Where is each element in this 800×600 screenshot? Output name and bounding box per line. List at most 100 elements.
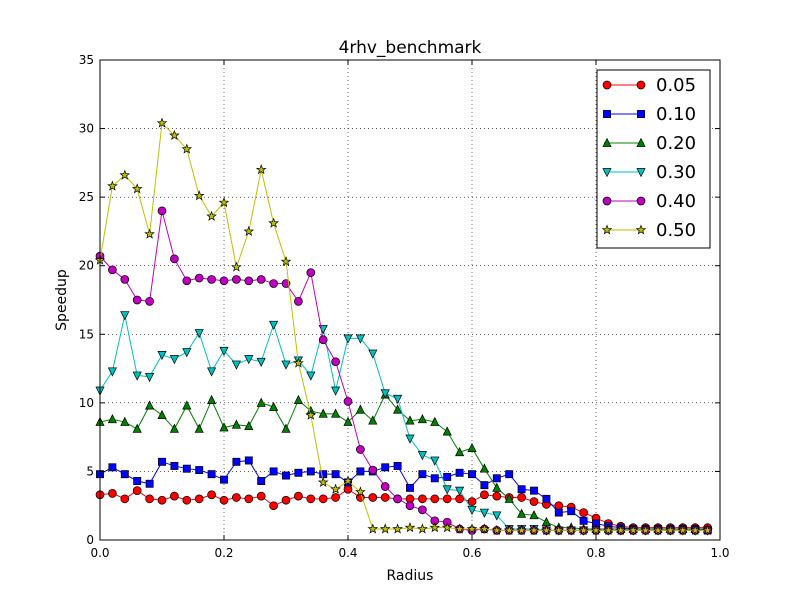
- data-point: [343, 334, 353, 344]
- legend: 0.05 0.10 0.20 0.30 0.40 0.50: [596, 69, 711, 249]
- y-tick-label: 0: [86, 533, 94, 547]
- data-point: [492, 491, 502, 501]
- data-point: [145, 479, 154, 488]
- data-point: [480, 481, 489, 490]
- data-point: [442, 485, 452, 495]
- legend-marker: [602, 168, 612, 178]
- data-point: [529, 510, 539, 520]
- data-point: [579, 516, 588, 525]
- data-point: [417, 451, 427, 461]
- x-tick-label: 0.6: [462, 546, 481, 560]
- data-point: [132, 486, 142, 495]
- data-point: [528, 524, 540, 535]
- series-0.50: [94, 117, 713, 535]
- data-point: [517, 485, 526, 494]
- data-point: [356, 445, 365, 454]
- data-point: [578, 524, 589, 535]
- series-0.10: [96, 456, 712, 535]
- data-point: [218, 197, 230, 208]
- data-point: [355, 486, 366, 497]
- data-point: [529, 497, 539, 506]
- x-tick-label: 0.4: [338, 546, 357, 560]
- data-point: [430, 416, 440, 426]
- data-point: [455, 486, 465, 496]
- chart-title: 4rhv_benchmark: [339, 38, 482, 58]
- data-point: [107, 367, 117, 377]
- data-point: [133, 477, 142, 485]
- data-point: [368, 465, 378, 475]
- data-point: [169, 129, 180, 140]
- data-point: [331, 493, 340, 502]
- data-point: [120, 470, 129, 479]
- legend-marker: [601, 224, 613, 235]
- y-tick-label: 5: [86, 464, 94, 478]
- data-point: [293, 357, 304, 368]
- data-point: [517, 508, 527, 518]
- legend-label: 0.50: [656, 220, 696, 241]
- legend-label: 0.40: [656, 191, 696, 212]
- data-point: [195, 466, 204, 475]
- data-point: [294, 468, 303, 477]
- data-point: [405, 501, 415, 511]
- data-point: [554, 508, 563, 517]
- data-point: [145, 372, 155, 383]
- data-point: [331, 386, 341, 396]
- series-layer: [94, 117, 713, 536]
- data-point: [244, 355, 254, 365]
- data-point: [479, 463, 489, 473]
- data-point: [393, 461, 402, 470]
- data-point: [207, 394, 217, 404]
- x-axis-title: Radius: [387, 568, 434, 584]
- data-point: [467, 505, 477, 516]
- data-point: [318, 494, 328, 504]
- data-point: [468, 470, 476, 479]
- data-point: [417, 414, 427, 424]
- data-point: [107, 414, 117, 424]
- data-point: [530, 486, 538, 495]
- data-point: [193, 190, 205, 201]
- data-point: [392, 523, 403, 534]
- data-point: [243, 225, 255, 236]
- legend-box: [596, 69, 711, 249]
- legend-entry: 0.10: [603, 104, 696, 125]
- data-point: [182, 495, 192, 505]
- data-point: [119, 169, 131, 180]
- data-point: [120, 416, 130, 426]
- data-point: [479, 508, 489, 518]
- data-point: [281, 495, 291, 505]
- data-point: [590, 524, 602, 535]
- x-tick-label: 0.0: [90, 546, 109, 560]
- data-point: [454, 523, 465, 534]
- data-point: [368, 349, 378, 359]
- data-point: [492, 511, 502, 521]
- data-point: [541, 524, 552, 535]
- data-point: [132, 423, 142, 433]
- data-point: [256, 397, 266, 407]
- data-point: [368, 415, 378, 425]
- x-tick-label: 0.2: [214, 546, 233, 560]
- data-point: [405, 434, 415, 444]
- data-point: [131, 183, 143, 194]
- data-point: [244, 420, 254, 431]
- data-point: [318, 408, 328, 418]
- data-point: [380, 493, 390, 502]
- data-point: [443, 472, 452, 481]
- data-point: [194, 273, 204, 283]
- data-point: [132, 371, 142, 381]
- data-point: [405, 415, 415, 425]
- data-point: [504, 493, 514, 503]
- data-point: [677, 524, 689, 535]
- data-point: [331, 470, 340, 479]
- y-tick-label: 20: [79, 259, 94, 273]
- y-tick-label: 30: [79, 122, 94, 136]
- data-point: [107, 180, 118, 191]
- legend-label: 0.10: [656, 104, 696, 125]
- data-point: [120, 275, 130, 284]
- data-point: [156, 117, 168, 128]
- data-point: [244, 456, 253, 465]
- data-point: [368, 493, 378, 502]
- data-point: [269, 467, 278, 476]
- data-point: [367, 523, 379, 534]
- data-point: [244, 276, 254, 286]
- data-point: [269, 279, 278, 288]
